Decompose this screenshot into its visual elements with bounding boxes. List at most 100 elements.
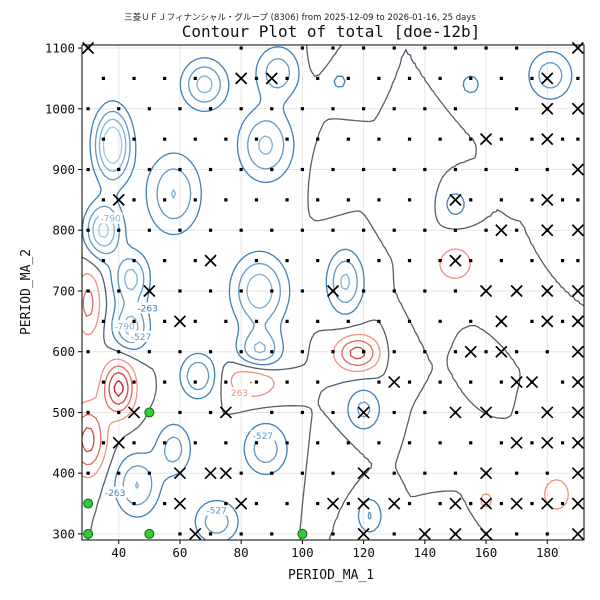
contour-level-line [98, 126, 123, 239]
contour-level-line [87, 57, 563, 534]
sample-point [316, 319, 320, 323]
sample-point [117, 350, 121, 354]
sample-point [438, 319, 442, 323]
evaluated-point [82, 41, 95, 55]
contour-level-label: -790 [114, 322, 135, 332]
sample-point [208, 410, 213, 415]
sample-point [453, 167, 458, 172]
evaluated-point [571, 406, 584, 419]
sample-point [469, 76, 473, 81]
evaluated-point [173, 315, 187, 328]
sample-point [438, 501, 442, 506]
evaluated-point [541, 497, 554, 510]
sample-point [392, 289, 396, 293]
sample-point [469, 380, 473, 384]
contour-label-bg [98, 212, 123, 224]
sample-point [423, 228, 427, 232]
evaluated-point [204, 467, 217, 480]
sample-point [423, 410, 427, 415]
sample-point [224, 319, 228, 323]
sample-point [560, 137, 565, 141]
contour-level-line [82, 248, 569, 510]
sample-point [101, 76, 106, 81]
sample-point [193, 137, 197, 141]
sample-point [270, 471, 274, 475]
sample-point [178, 228, 182, 232]
x-tick-label: 40 [111, 545, 126, 560]
sample-point [270, 532, 274, 536]
sample-point [515, 107, 519, 111]
sample-point [392, 167, 396, 172]
sample-point [132, 259, 136, 263]
sample-point [407, 319, 412, 323]
evaluated-point [326, 284, 340, 298]
sample-point [254, 501, 259, 506]
evaluated-point [357, 527, 370, 541]
sample-point [86, 107, 90, 111]
sample-point [132, 76, 136, 81]
y-tick-label: 900 [52, 162, 75, 177]
sample-point [377, 319, 381, 323]
sample-point [270, 350, 274, 354]
sample-point [117, 471, 121, 475]
sample-point [208, 167, 213, 172]
sample-point [530, 441, 534, 445]
sample-point [576, 259, 580, 263]
sample-point [530, 259, 534, 263]
evaluated-point [571, 284, 584, 298]
best-point [83, 528, 94, 539]
sample-point [453, 228, 458, 232]
sample-point [208, 107, 213, 111]
evaluated-point [265, 72, 278, 85]
sample-point [224, 198, 228, 202]
evaluated-point [479, 133, 493, 146]
evaluated-point [571, 163, 584, 176]
sample-point [270, 228, 274, 232]
sample-point [193, 259, 197, 263]
sample-point [285, 501, 289, 506]
evaluated-point [541, 133, 554, 146]
sample-point [560, 441, 565, 445]
sample-point [239, 107, 243, 111]
y-tick-label: 300 [52, 526, 75, 541]
evaluated-point [510, 284, 523, 298]
axis-ticks: 40 60 80 100 120 140 160 180 300 400 500 600 700 800 9… [45, 41, 559, 560]
evaluated-point [479, 467, 493, 480]
x-tick-label: 160 [475, 545, 498, 560]
evaluated-point [541, 193, 554, 206]
sample-point [300, 471, 304, 475]
sample-point [484, 46, 488, 50]
sample-point [178, 410, 182, 415]
sample-point [193, 198, 197, 202]
evaluated-point [541, 284, 554, 298]
sample-point [163, 441, 167, 445]
evaluated-point [143, 284, 156, 298]
sample-point [254, 259, 259, 263]
sample-point [576, 76, 580, 81]
evaluated-point [541, 102, 554, 115]
sample-point [101, 380, 106, 384]
sample-point [178, 532, 182, 536]
x-tick-label: 180 [536, 545, 559, 560]
sample-point [86, 289, 90, 293]
chart-suptitle: 三菱ＵＦＪフィナンシャル・グループ (8306) from 2025-12-09… [124, 12, 476, 23]
evaluated-point [571, 527, 584, 541]
sample-point [407, 441, 412, 445]
sample-point [316, 380, 320, 384]
sample-point [254, 319, 259, 323]
evaluated-point [541, 436, 554, 449]
sample-point [423, 289, 427, 293]
sample-point [545, 167, 549, 172]
sample-point [224, 380, 228, 384]
evaluated-point [449, 254, 462, 267]
sample-point [239, 350, 243, 354]
sample-point [392, 350, 396, 354]
contour-label-bg [128, 330, 153, 342]
sample-point [438, 441, 442, 445]
sample-point [178, 350, 182, 354]
sample-point [117, 228, 121, 232]
sample-point [515, 167, 519, 172]
contour-level-label: -527 [253, 432, 273, 442]
sample-point [331, 532, 335, 536]
